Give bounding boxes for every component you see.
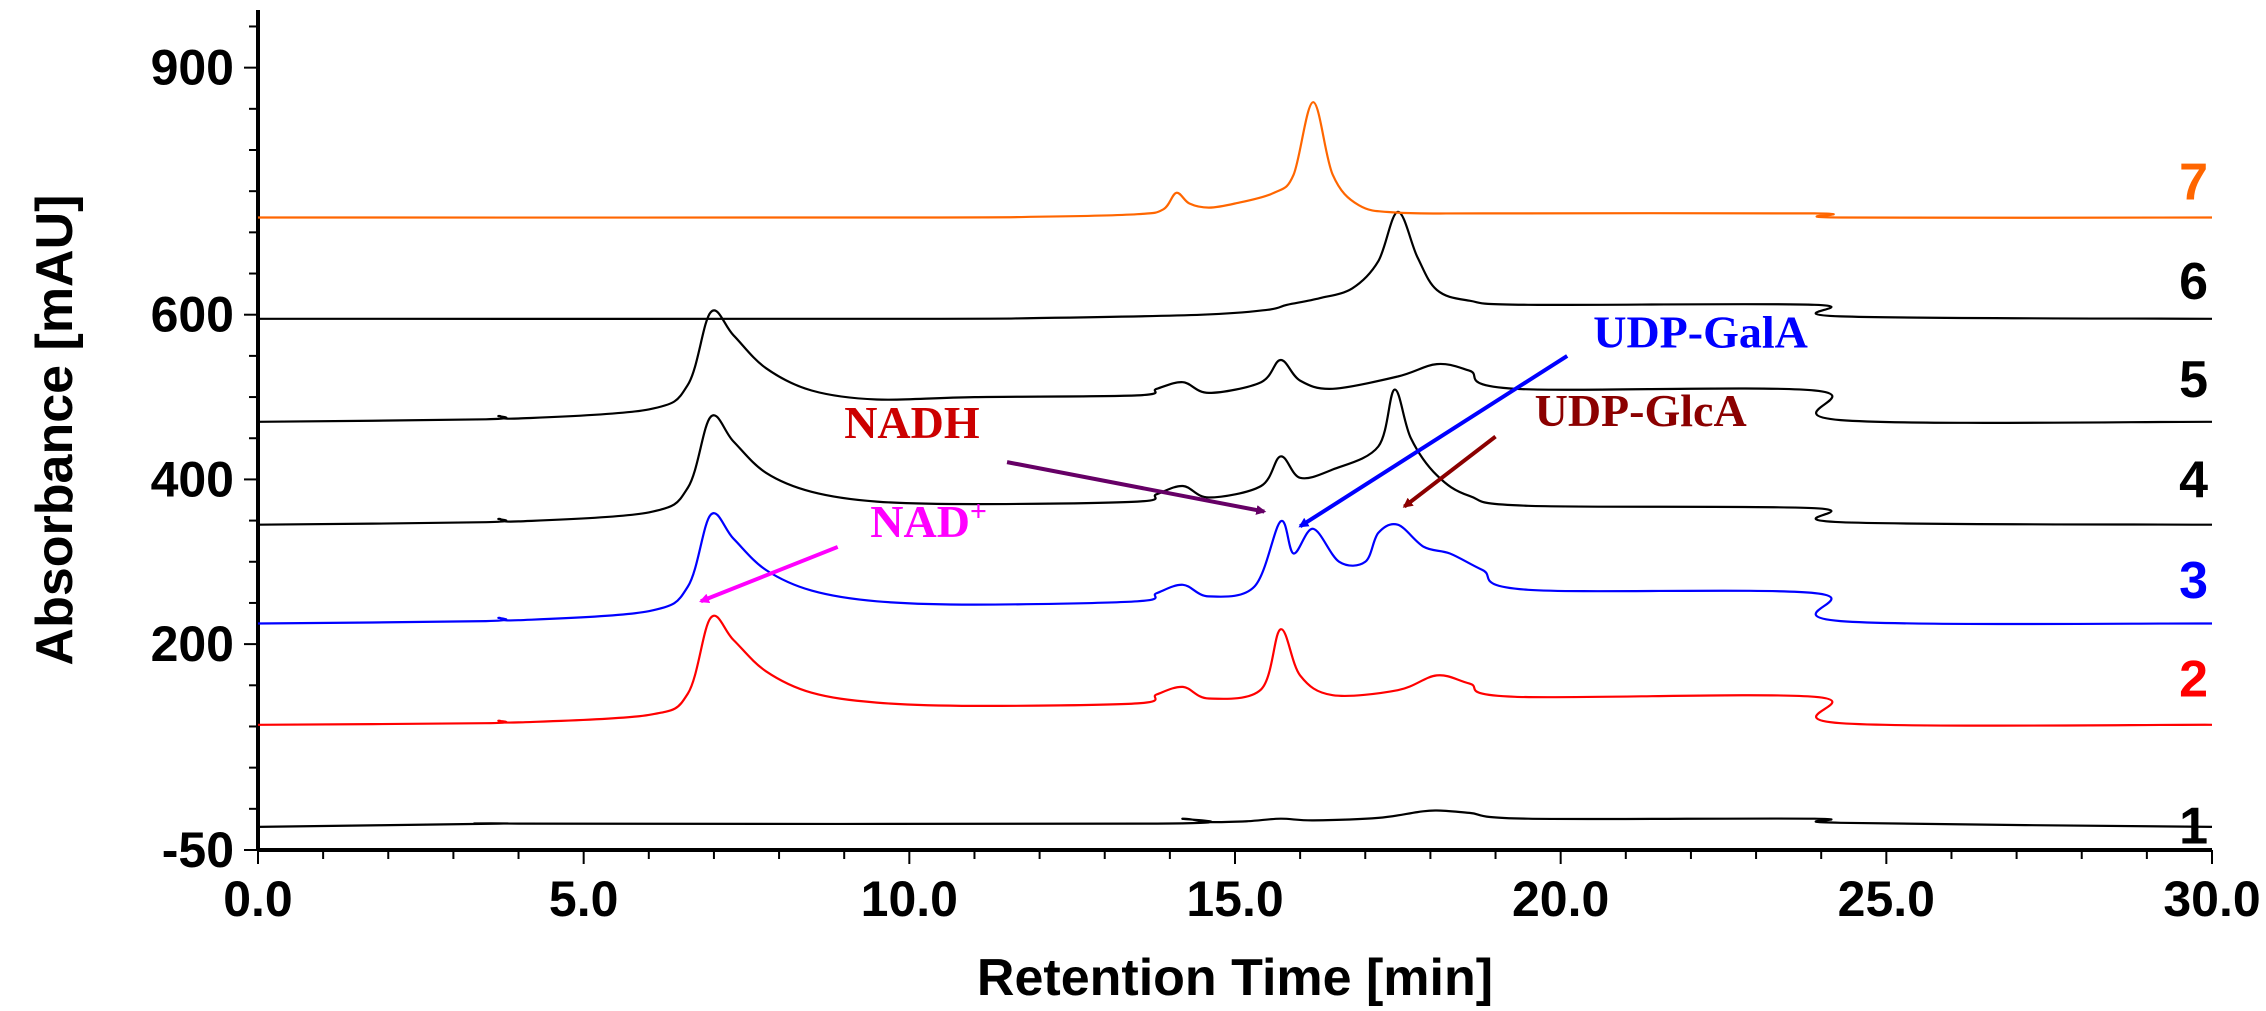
arrow-udp-gala — [1298, 354, 1569, 529]
series-line-2 — [257, 614, 2213, 727]
trace-labels: 1 2 3 4 5 6 7 — [2179, 153, 2208, 855]
x-tick-label: 0.0 — [223, 871, 293, 927]
y-axis-title: Absorbance [mAU] — [26, 195, 84, 666]
axes: -50 200 400 600 900 0.0 5.0 10.0 15.0 20.0 25.0 30.… — [26, 10, 2261, 1007]
x-tick-label: 30.0 — [2163, 871, 2260, 927]
series-line-1 — [257, 809, 2213, 828]
y-tick-label: 200 — [151, 616, 234, 672]
x-axis-title: Retention Time [min] — [977, 949, 1493, 1007]
x-tick-label: 5.0 — [549, 871, 619, 927]
arrow-nad — [699, 545, 839, 604]
series-group — [257, 101, 2213, 828]
x-tick-label: 10.0 — [861, 871, 958, 927]
trace-label-6: 6 — [2179, 253, 2208, 311]
annotations: UDP-GalA UDP-GlcA NADH NAD+ — [699, 307, 1808, 604]
annotation-nad: NAD+ — [870, 495, 987, 547]
trace-label-2: 2 — [2179, 651, 2208, 709]
trace-label-4: 4 — [2179, 451, 2208, 509]
y-tick-label: 600 — [151, 287, 234, 343]
series-line-6 — [257, 210, 2213, 320]
y-tick-label: 900 — [151, 40, 234, 96]
series-line-4 — [257, 388, 2213, 526]
trace-label-7: 7 — [2179, 153, 2208, 211]
series-line-5 — [257, 309, 2213, 424]
arrow-udp-glca — [1402, 435, 1497, 509]
trace-label-5: 5 — [2179, 351, 2208, 409]
y-tick-label: 400 — [151, 451, 234, 507]
x-tick-label: 20.0 — [1512, 871, 1609, 927]
series-line-3 — [257, 512, 2213, 626]
trace-label-1: 1 — [2179, 797, 2208, 855]
annotation-nadh: NADH — [844, 397, 980, 448]
annotation-udp-glca: UDP-GlcA — [1535, 385, 1747, 436]
x-tick-label: 15.0 — [1186, 871, 1283, 927]
annotation-udp-gala: UDP-GalA — [1593, 307, 1808, 358]
y-tick-label: -50 — [162, 822, 234, 878]
arrow-nadh — [1006, 460, 1267, 515]
x-tick-label: 25.0 — [1838, 871, 1935, 927]
series-line-7 — [257, 101, 2213, 219]
trace-label-3: 3 — [2179, 552, 2208, 610]
